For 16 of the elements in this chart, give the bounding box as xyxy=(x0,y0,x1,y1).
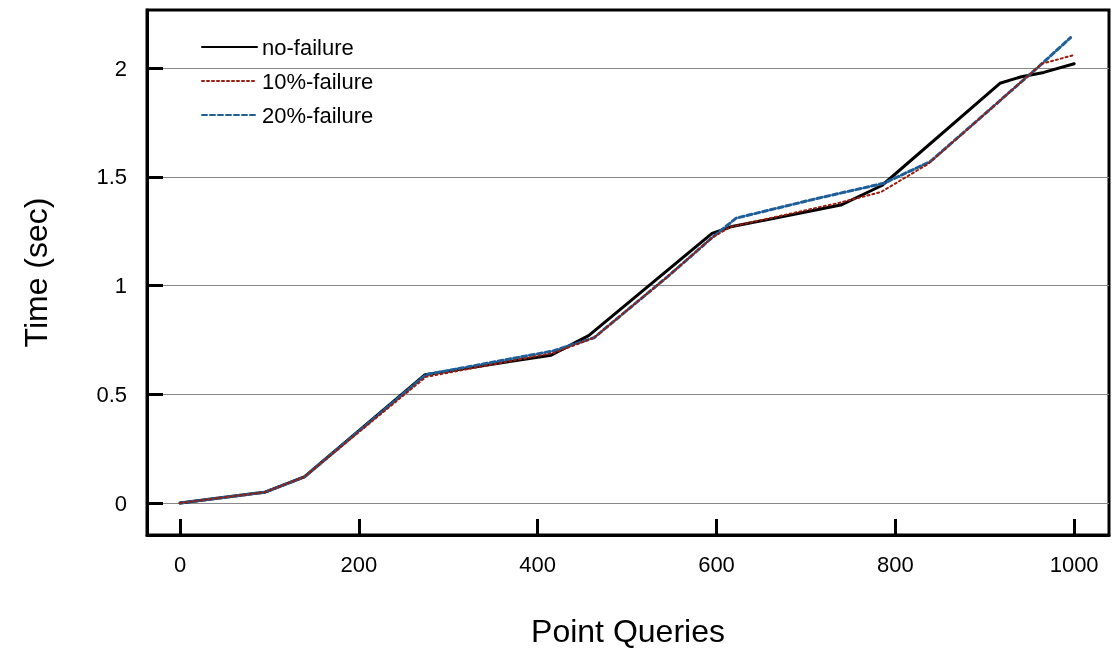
legend-label: 10%-failure xyxy=(262,68,374,94)
y-tick-label: 1 xyxy=(114,273,127,299)
legend-label: 20%-failure xyxy=(262,102,374,128)
x-tick-label: 0 xyxy=(173,551,187,577)
x-tick-label: 600 xyxy=(698,551,735,577)
x-axis-title: Point Queries xyxy=(531,613,725,649)
y-tick-label: 2 xyxy=(114,55,127,81)
y-tick-label: 0 xyxy=(114,490,127,516)
x-tick-label: 1000 xyxy=(1049,551,1099,577)
legend-label: no-failure xyxy=(262,34,354,60)
y-axis-title: Time (sec) xyxy=(18,197,54,348)
y-tick-label: 1.5 xyxy=(96,164,127,190)
x-tick-label: 800 xyxy=(876,551,914,577)
x-tick-label: 400 xyxy=(519,551,557,577)
y-tick-label: 0.5 xyxy=(96,381,127,407)
x-tick-label: 200 xyxy=(340,551,378,577)
